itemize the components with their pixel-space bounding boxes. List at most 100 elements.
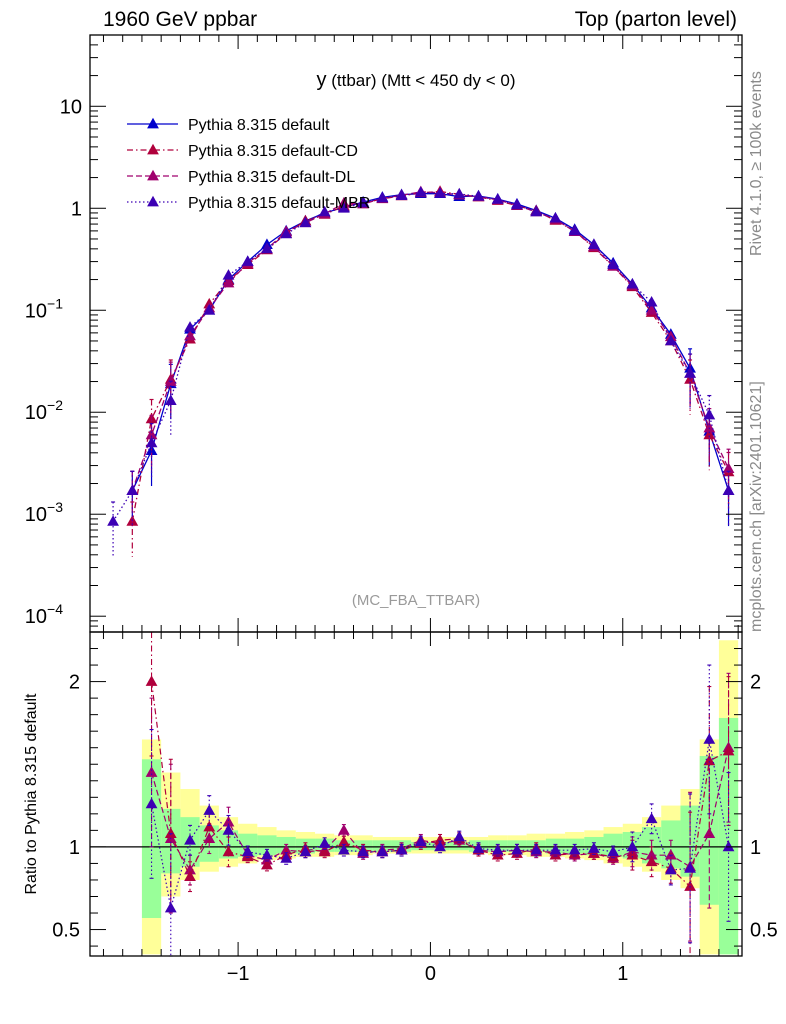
ratio-point xyxy=(203,820,216,832)
ratio-point xyxy=(337,835,350,847)
data-point xyxy=(203,304,216,315)
ratio-series-dl xyxy=(145,672,735,942)
top-y-tick-label: 1 xyxy=(71,198,82,220)
data-point xyxy=(530,205,543,217)
top-y-tick-label: 10−2 xyxy=(25,397,63,424)
data-point xyxy=(645,295,658,307)
ratio-y-tick-label-left: 0.5 xyxy=(52,920,80,942)
ratio-point xyxy=(472,842,485,853)
series-line xyxy=(131,191,730,491)
ratio-point xyxy=(722,744,735,756)
legend-label: Pythia 8.315 default xyxy=(188,117,330,134)
top-y-tick-label: 10−1 xyxy=(25,295,63,322)
ratio-y-tick-label-right: 1 xyxy=(750,837,761,859)
data-point xyxy=(607,258,620,269)
legend-label: Pythia 8.315 default-DL xyxy=(188,169,355,186)
ratio-y-tick-label-right: 2 xyxy=(750,672,761,694)
legend-label: Pythia 8.315 default-CD xyxy=(188,143,358,160)
legend-marker xyxy=(147,169,159,181)
ratio-point xyxy=(684,880,696,891)
ratio-point xyxy=(184,863,196,875)
ratio-point xyxy=(145,797,158,809)
ratio-point xyxy=(164,901,177,913)
ratio-point xyxy=(588,842,600,853)
data-point xyxy=(164,394,177,405)
ratio-point xyxy=(434,840,446,852)
ratio-point xyxy=(318,837,331,848)
ratio-point xyxy=(703,827,716,839)
ratio-point xyxy=(684,862,696,873)
data-point xyxy=(222,269,235,280)
data-point xyxy=(472,190,485,201)
band-green-bin xyxy=(603,833,623,857)
data-point xyxy=(395,189,408,200)
ratio-point xyxy=(645,812,658,824)
legend-entry-default: Pythia 8.315 default xyxy=(127,117,330,134)
legend-marker xyxy=(147,195,159,207)
data-point xyxy=(299,216,312,228)
series-line xyxy=(131,193,730,491)
data-point xyxy=(664,334,677,346)
data-point xyxy=(261,242,273,254)
ratio-point xyxy=(145,675,158,686)
ratio-point xyxy=(626,840,639,852)
data-point xyxy=(184,329,196,341)
header-right-label: Top (parton level) xyxy=(574,8,737,31)
legend-label: Pythia 8.315 default-MBR xyxy=(188,195,370,212)
ratio-point xyxy=(184,870,196,881)
data-point xyxy=(376,191,389,203)
band-green-bin xyxy=(718,717,739,955)
data-point xyxy=(318,205,331,217)
data-point xyxy=(126,484,139,496)
series-line xyxy=(131,190,730,522)
data-point xyxy=(568,224,581,236)
ratio-series-mbr xyxy=(145,664,735,957)
ratio-point xyxy=(664,863,677,875)
data-point xyxy=(280,227,293,239)
ratio-point xyxy=(607,845,620,857)
header-left-label: 1960 GeV ppbar xyxy=(103,8,258,31)
ratio-point xyxy=(222,815,235,827)
legend-marker xyxy=(147,117,159,129)
series-mbr xyxy=(107,186,735,557)
analysis-watermark: (MC_FBA_TTBAR) xyxy=(352,592,480,609)
ratio-point xyxy=(299,845,312,857)
ratio-point xyxy=(184,834,196,845)
plot-title: y (ttbar) (Mtt < 450 dy < 0) xyxy=(317,69,516,91)
ratio-point xyxy=(530,844,543,855)
ratio-plot-frame xyxy=(89,631,743,957)
ratio-point xyxy=(703,733,716,744)
ratio-point xyxy=(280,852,293,863)
data-point xyxy=(145,428,158,440)
x-tick-label: 0 xyxy=(425,963,436,985)
ratio-point xyxy=(357,845,369,857)
data-point xyxy=(703,421,716,433)
ratio-point xyxy=(337,824,350,835)
ratio-point xyxy=(395,844,408,855)
band-green-bin xyxy=(238,833,258,857)
series-line xyxy=(112,191,730,522)
ratio-point xyxy=(261,848,273,860)
ratio-y-axis-label: Ratio to Pythia 8.315 default xyxy=(23,693,40,895)
ratio-point xyxy=(703,754,716,766)
ratio-point xyxy=(203,832,216,843)
data-point xyxy=(491,193,504,204)
ratio-point xyxy=(722,840,735,852)
data-point xyxy=(222,276,235,288)
series-cd xyxy=(126,185,735,557)
data-point xyxy=(241,255,254,266)
ratio-point xyxy=(645,848,658,860)
data-point xyxy=(453,187,466,199)
ratio-point xyxy=(261,858,273,870)
data-point xyxy=(184,321,196,332)
data-point xyxy=(145,436,158,448)
x-tick-label: 1 xyxy=(617,963,628,985)
legend-entry-dl: Pythia 8.315 default-DL xyxy=(127,169,355,186)
ratio-point xyxy=(145,766,158,777)
ratio-y-tick-label-left: 2 xyxy=(69,672,80,694)
ratio-point xyxy=(453,830,466,842)
data-point xyxy=(722,484,735,496)
ratio-point xyxy=(222,824,235,835)
ratio-point xyxy=(376,845,389,857)
